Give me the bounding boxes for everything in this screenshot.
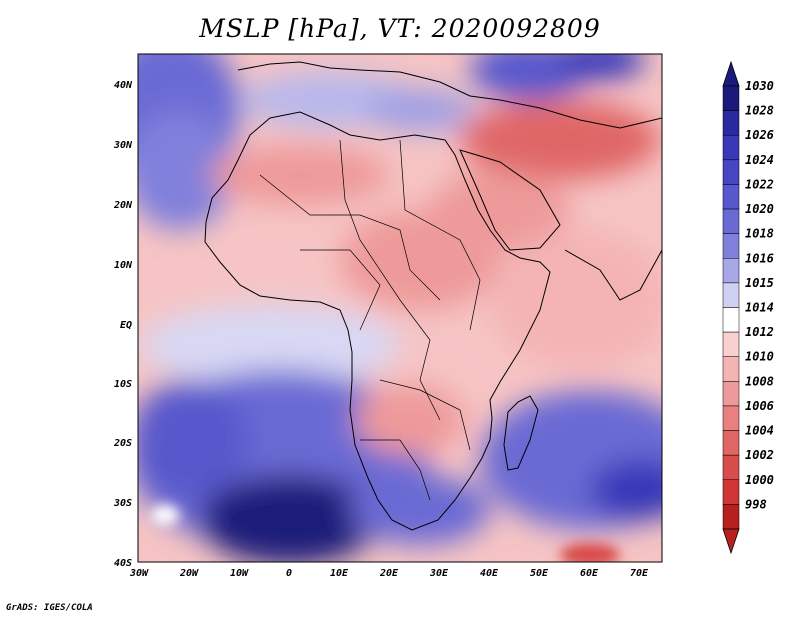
colorbar-box (722, 184, 740, 210)
lon-label: 10W (230, 568, 249, 579)
colorbar-boxes (722, 85, 740, 530)
lat-label: 30S (113, 498, 132, 509)
colorbar-box (722, 282, 740, 308)
lat-label: 20S (113, 438, 132, 449)
lat-label: 20N (113, 200, 133, 211)
lon-label: 70E (630, 568, 649, 579)
lat-label: 40N (114, 80, 133, 91)
colorbar-label: 1004 (745, 424, 774, 438)
colorbar-box (722, 430, 740, 456)
pressure-field (138, 54, 662, 562)
colorbar-label: 1016 (745, 251, 774, 265)
lon-label: 50E (530, 568, 549, 579)
colorbar-label: 1024 (745, 153, 774, 167)
colorbar-label: 1022 (745, 177, 774, 191)
colorbar-label: 1018 (745, 227, 774, 241)
lon-label: 60E (580, 568, 599, 579)
colorbar-labels: 1030 1028 1026 1024 1022 1020 1018 1016 1015 1014… (745, 79, 774, 511)
lon-label: 30W (129, 568, 149, 579)
colorbar-box (722, 110, 740, 136)
lon-label: 0 (286, 568, 292, 579)
lon-label: 20E (379, 568, 399, 579)
colorbar-label: 1000 (745, 473, 774, 487)
colorbar-box (722, 331, 740, 357)
colorbar-box (722, 454, 740, 481)
lon-axis: 30W 20W 10W 0 10E 20E 30E 40E 50E 60E 70… (129, 568, 649, 579)
colorbar-label: 1002 (745, 448, 774, 462)
colorbar-box (722, 134, 740, 161)
colorbar-box (722, 356, 740, 382)
lat-label: EQ (120, 320, 132, 331)
coastlines (204, 61, 662, 531)
colorbar: 1030 1028 1026 1024 1022 1020 1018 1016 1015 1014… (722, 60, 774, 555)
credit-text: GrADS: IGES/COLA (6, 603, 93, 613)
colorbar-box (722, 504, 740, 530)
colorbar-label: 1028 (745, 104, 774, 118)
colorbar-box (722, 479, 740, 505)
lat-axis: 40N 30N 20N 10N EQ 10S 20S 30S 40S (113, 80, 133, 569)
colorbar-box (722, 381, 740, 407)
colorbar-label: 1020 (745, 202, 774, 216)
lon-label: 20W (179, 568, 199, 579)
colorbar-box (722, 208, 740, 234)
colorbar-bottom-arrow (722, 528, 740, 555)
colorbar-box (722, 85, 740, 111)
colorbar-box (722, 159, 740, 185)
colorbar-label: 998 (745, 497, 767, 511)
lon-label: 40E (480, 568, 499, 579)
colorbar-box (722, 258, 740, 284)
colorbar-label: 1006 (745, 399, 774, 413)
colorbar-label: 1008 (745, 374, 774, 388)
colorbar-box (722, 405, 740, 431)
lat-label: 10N (114, 260, 133, 271)
country-borders (259, 139, 481, 501)
colorbar-label: 1015 (745, 276, 774, 290)
lon-label: 30E (429, 568, 449, 579)
chart-title: MSLP [hPa], VT: 2020092809 (199, 14, 601, 43)
colorbar-label: 1012 (745, 325, 774, 339)
colorbar-box (722, 307, 740, 333)
colorbar-top-arrow (722, 60, 740, 87)
map-frame (137, 53, 663, 563)
lon-label: 10E (330, 568, 349, 579)
colorbar-box (722, 233, 740, 259)
lat-label: 30N (113, 140, 133, 151)
colorbar-label: 1014 (745, 301, 774, 315)
lat-label: 40S (114, 558, 132, 569)
lat-label: 10S (114, 379, 132, 390)
colorbar-label: 1026 (745, 128, 774, 142)
colorbar-label: 1030 (745, 79, 774, 93)
colorbar-label: 1010 (745, 350, 774, 364)
